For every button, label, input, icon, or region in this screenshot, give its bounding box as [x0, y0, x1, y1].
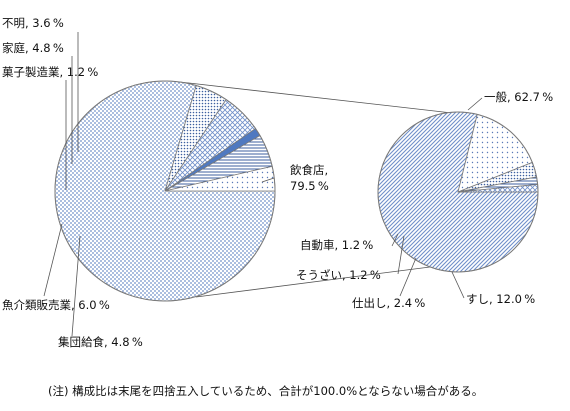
pie1-label-3: 菓子製造業, 1.2 %: [2, 65, 98, 79]
right-pie: [377, 111, 539, 273]
pie1-label-1: 集団給食, 4.8 %: [58, 335, 143, 349]
slice-labels: 飲食店, 79.5 % 集団給食, 4.8 % 魚介類販売業, 6.0 % 菓子製造業,…: [2, 16, 553, 349]
pie2-leader-4: [391, 233, 399, 247]
pie2-outline: [377, 111, 539, 273]
left-pie: [54, 80, 276, 302]
pie2-leader-1: [451, 271, 465, 299]
pie1-leader-0: [261, 177, 275, 183]
connector-top: [179, 81, 453, 114]
pie1-leader-2: [43, 223, 63, 297]
pie2-label-1: すし, 12.0 %: [466, 292, 535, 306]
pie1-label-5: 不明, 3.6 %: [2, 16, 64, 30]
pie2-leader-3: [397, 235, 405, 275]
pie1-outline: [54, 80, 276, 302]
pie1-label-0: 飲食店, 79.5 %: [290, 163, 329, 193]
pie1-label-2: 魚介類販売業, 6.0 %: [2, 298, 110, 312]
pie2-label-2: 仕出し, 2.4 %: [352, 296, 425, 310]
pie1-leader-1: [71, 235, 81, 337]
connector-bottom: [195, 266, 431, 298]
pie1-label-4: 家庭, 4.8 %: [2, 41, 64, 55]
pie2-leader-0: [467, 97, 483, 111]
connector-lines: [179, 81, 453, 298]
pie2-label-0: 一般, 62.7 %: [484, 90, 553, 104]
pie2-leader-2: [399, 257, 417, 297]
pie2-label-3: そうざい, 1.2 %: [296, 268, 381, 282]
footnote: (注) 構成比は末尾を四捨五入しているため、合計が100.0%とならない場合があ…: [48, 384, 483, 398]
pie2-label-4: 自動車, 1.2 %: [300, 238, 373, 252]
